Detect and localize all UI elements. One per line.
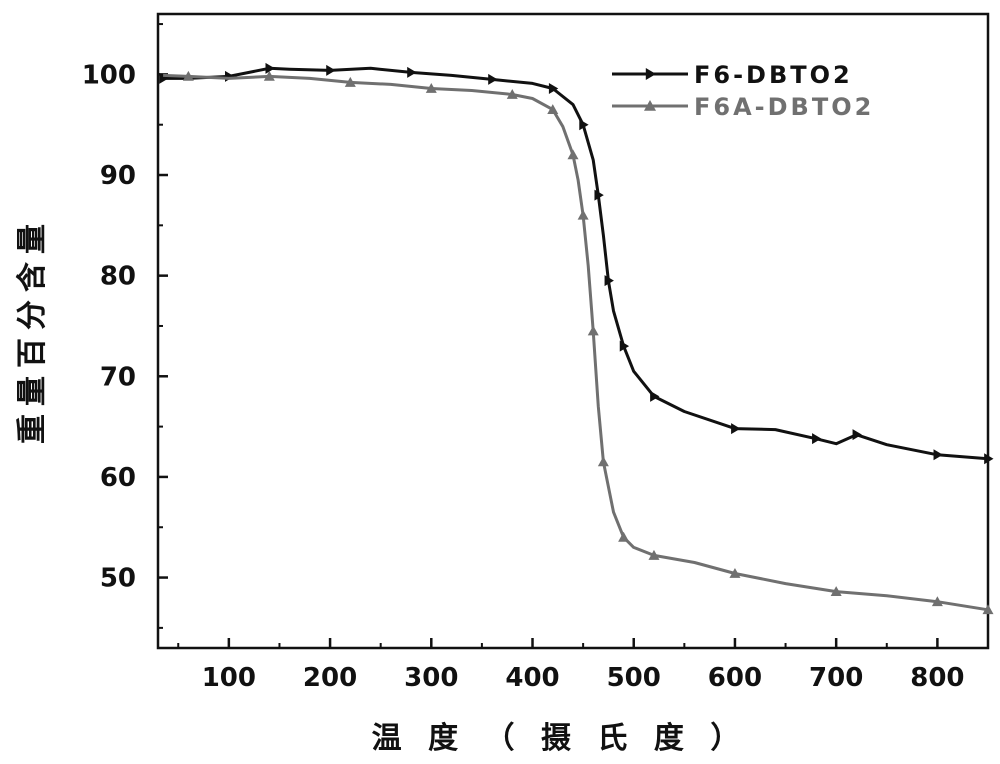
- data-point: [579, 119, 589, 131]
- data-point: [931, 596, 943, 607]
- x-tick-label: 200: [303, 663, 357, 693]
- y-axis-label: 重量百分含量: [15, 216, 50, 444]
- x-tick-label: 600: [708, 663, 762, 693]
- data-point: [567, 149, 579, 160]
- y-tick-label: 100: [82, 60, 136, 90]
- plot-frame: [156, 12, 990, 650]
- legend-label: F6A-DBTO2: [694, 93, 874, 121]
- data-point: [812, 433, 822, 445]
- x-axis-label: 温 度 （ 摄 氏 度 ）: [372, 721, 749, 756]
- data-point: [604, 275, 614, 287]
- data-point: [488, 73, 498, 85]
- series-1: [159, 62, 994, 465]
- data-point: [425, 82, 437, 93]
- y-axis: 50 60 70 80 90 100: [82, 23, 168, 629]
- data-point: [263, 70, 275, 81]
- y-tick-label: 70: [100, 362, 136, 392]
- data-point: [982, 604, 994, 615]
- data-point: [265, 62, 275, 74]
- x-axis: 100 200 300 400 500 600 700 800: [177, 638, 989, 693]
- x-tick-label: 400: [505, 663, 559, 693]
- x-tick-label: 700: [809, 663, 863, 693]
- data-point: [326, 64, 336, 76]
- x-tick-label: 100: [202, 663, 256, 693]
- x-tick-label: 500: [607, 663, 661, 693]
- y-tick-label: 50: [100, 564, 136, 594]
- data-point: [577, 209, 589, 220]
- series-layer: [159, 62, 994, 615]
- data-point: [729, 568, 741, 578]
- data-point: [548, 82, 559, 94]
- legend-marker: [644, 100, 656, 111]
- series-line: [163, 66, 989, 461]
- data-point: [344, 76, 356, 87]
- data-point: [182, 70, 194, 81]
- legend: F6-DBTO2 F6A-DBTO2: [612, 61, 874, 121]
- data-point: [619, 340, 630, 352]
- data-point: [597, 456, 609, 467]
- data-point: [731, 423, 741, 435]
- data-point: [506, 89, 518, 99]
- data-point: [650, 390, 660, 402]
- data-point: [852, 429, 862, 441]
- data-point: [594, 189, 604, 201]
- legend-marker: [645, 68, 656, 80]
- data-point: [159, 72, 169, 84]
- x-tick-label: 800: [910, 663, 964, 693]
- data-point: [225, 70, 235, 82]
- series-2: [163, 70, 994, 615]
- y-tick-label: 60: [100, 463, 136, 493]
- data-point: [618, 531, 630, 542]
- legend-label: F6-DBTO2: [694, 61, 853, 89]
- data-point: [407, 66, 417, 78]
- y-tick-label: 90: [100, 161, 136, 191]
- data-point: [587, 325, 599, 336]
- data-point: [984, 453, 994, 465]
- y-tick-label: 80: [100, 262, 136, 292]
- data-point: [648, 549, 660, 560]
- data-point: [547, 104, 559, 115]
- data-point: [933, 449, 943, 461]
- x-tick-label: 300: [404, 663, 458, 693]
- data-point: [830, 586, 842, 597]
